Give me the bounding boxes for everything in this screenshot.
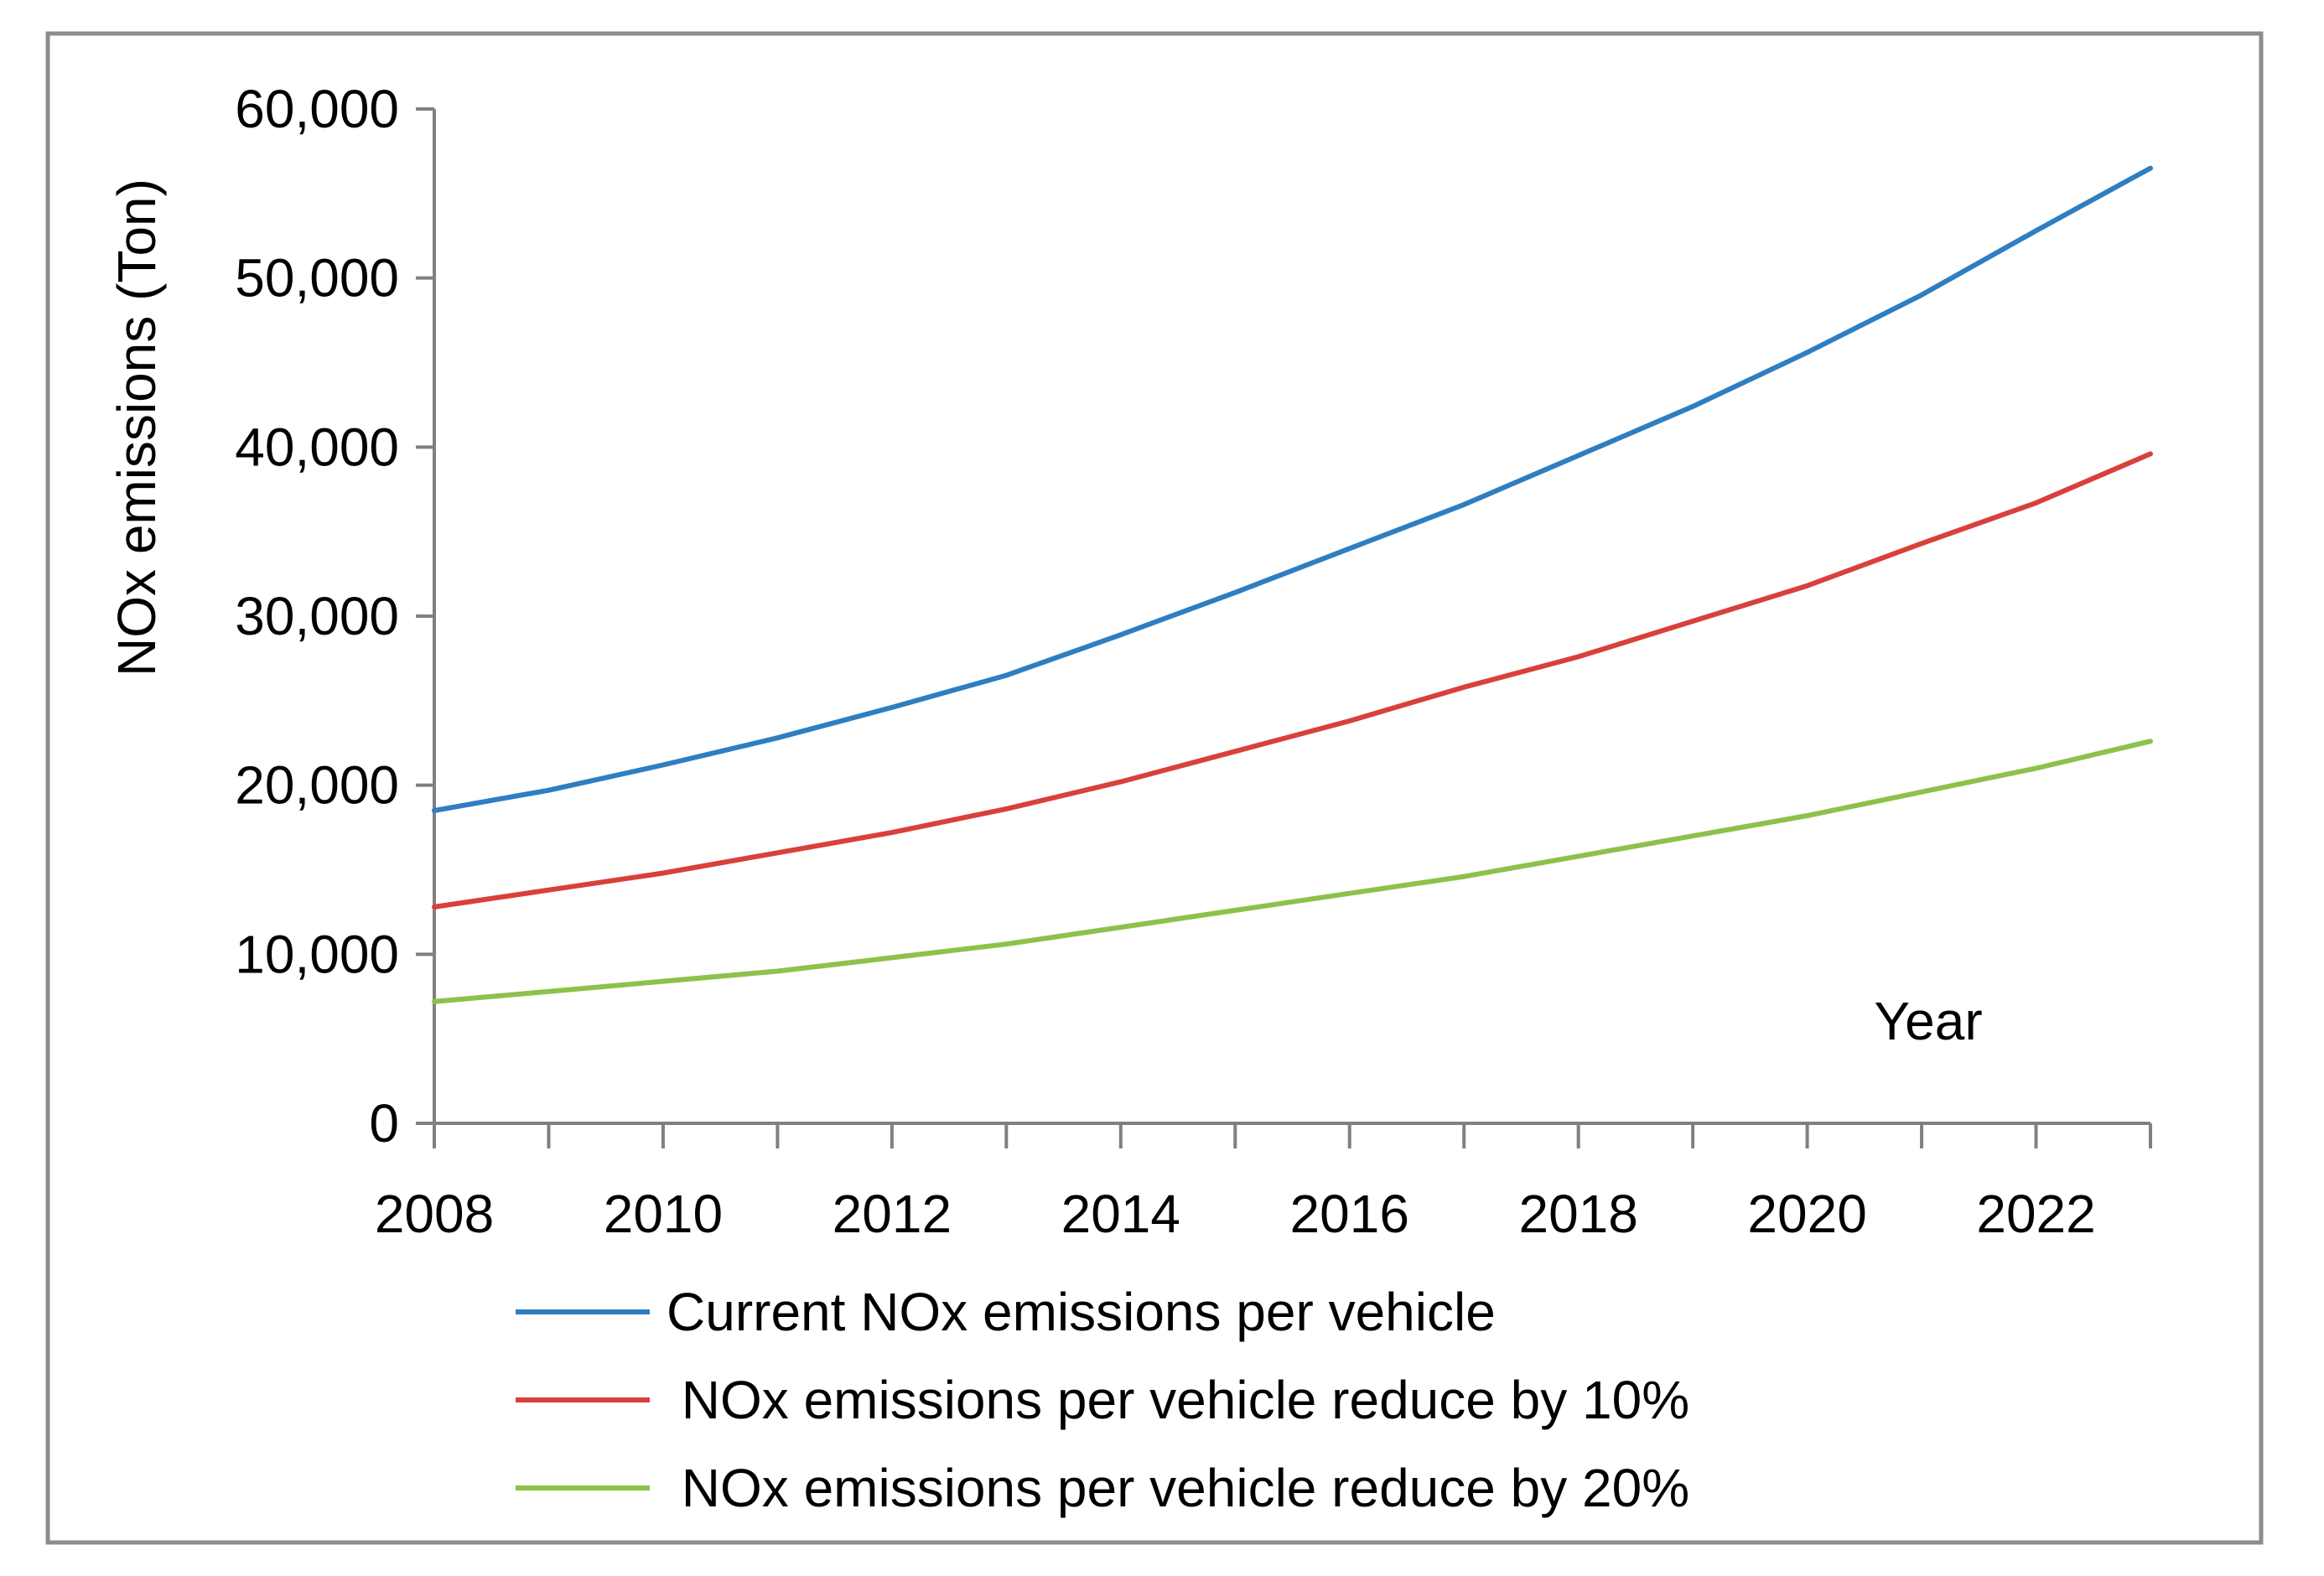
x-tick-label: 2010 — [604, 1184, 723, 1244]
legend-item-reduce-20: NOx emissions per vehicle reduce by 20% — [516, 1458, 1689, 1518]
x-tick-label: 2016 — [1290, 1184, 1409, 1244]
y-tick-label: 40,000 — [235, 417, 399, 477]
y-tick-label: 50,000 — [235, 248, 399, 308]
chart-frame — [45, 31, 2264, 1545]
y-tick-label: 10,000 — [235, 924, 399, 984]
x-axis-title: Year — [1874, 991, 1982, 1051]
series-line-reduce-10 — [432, 451, 2153, 910]
legend-item-current: Current NOx emissions per vehicle — [516, 1282, 1496, 1342]
legend-item-reduce-10: NOx emissions per vehicle reduce by 10% — [516, 1370, 1689, 1430]
y-axis-title: NOx emissions (Ton) — [106, 179, 167, 677]
x-tick-label: 2012 — [833, 1184, 952, 1244]
x-tick-label: 2018 — [1518, 1184, 1637, 1244]
x-axis-ticks: 2008 2010 2012 2014 2016 2018 2020 2022 — [375, 1123, 2152, 1244]
y-tick-label: 20,000 — [235, 755, 399, 816]
legend-label-reduce-10: NOx emissions per vehicle reduce by 10% — [667, 1370, 1689, 1430]
x-tick-label: 2022 — [1976, 1184, 2095, 1244]
legend-label-reduce-20: NOx emissions per vehicle reduce by 20% — [667, 1458, 1689, 1518]
x-tick-label: 2008 — [375, 1184, 494, 1244]
series-line-current — [432, 165, 2153, 813]
x-tick-label: 2020 — [1747, 1184, 1866, 1244]
y-tick-label: 30,000 — [235, 586, 399, 646]
y-axis-ticks: 0 10,000 20,000 30,000 40,000 50,000 60,000 — [235, 79, 434, 1153]
y-tick-label: 0 — [369, 1093, 399, 1153]
x-tick-label: 2014 — [1061, 1184, 1180, 1244]
legend: Current NOx emissions per vehicle NOx em… — [516, 1282, 1689, 1518]
series-lines — [432, 165, 2153, 1004]
y-tick-label: 60,000 — [235, 79, 399, 139]
legend-label-current: Current NOx emissions per vehicle — [667, 1282, 1496, 1342]
series-line-reduce-20 — [432, 739, 2153, 1004]
